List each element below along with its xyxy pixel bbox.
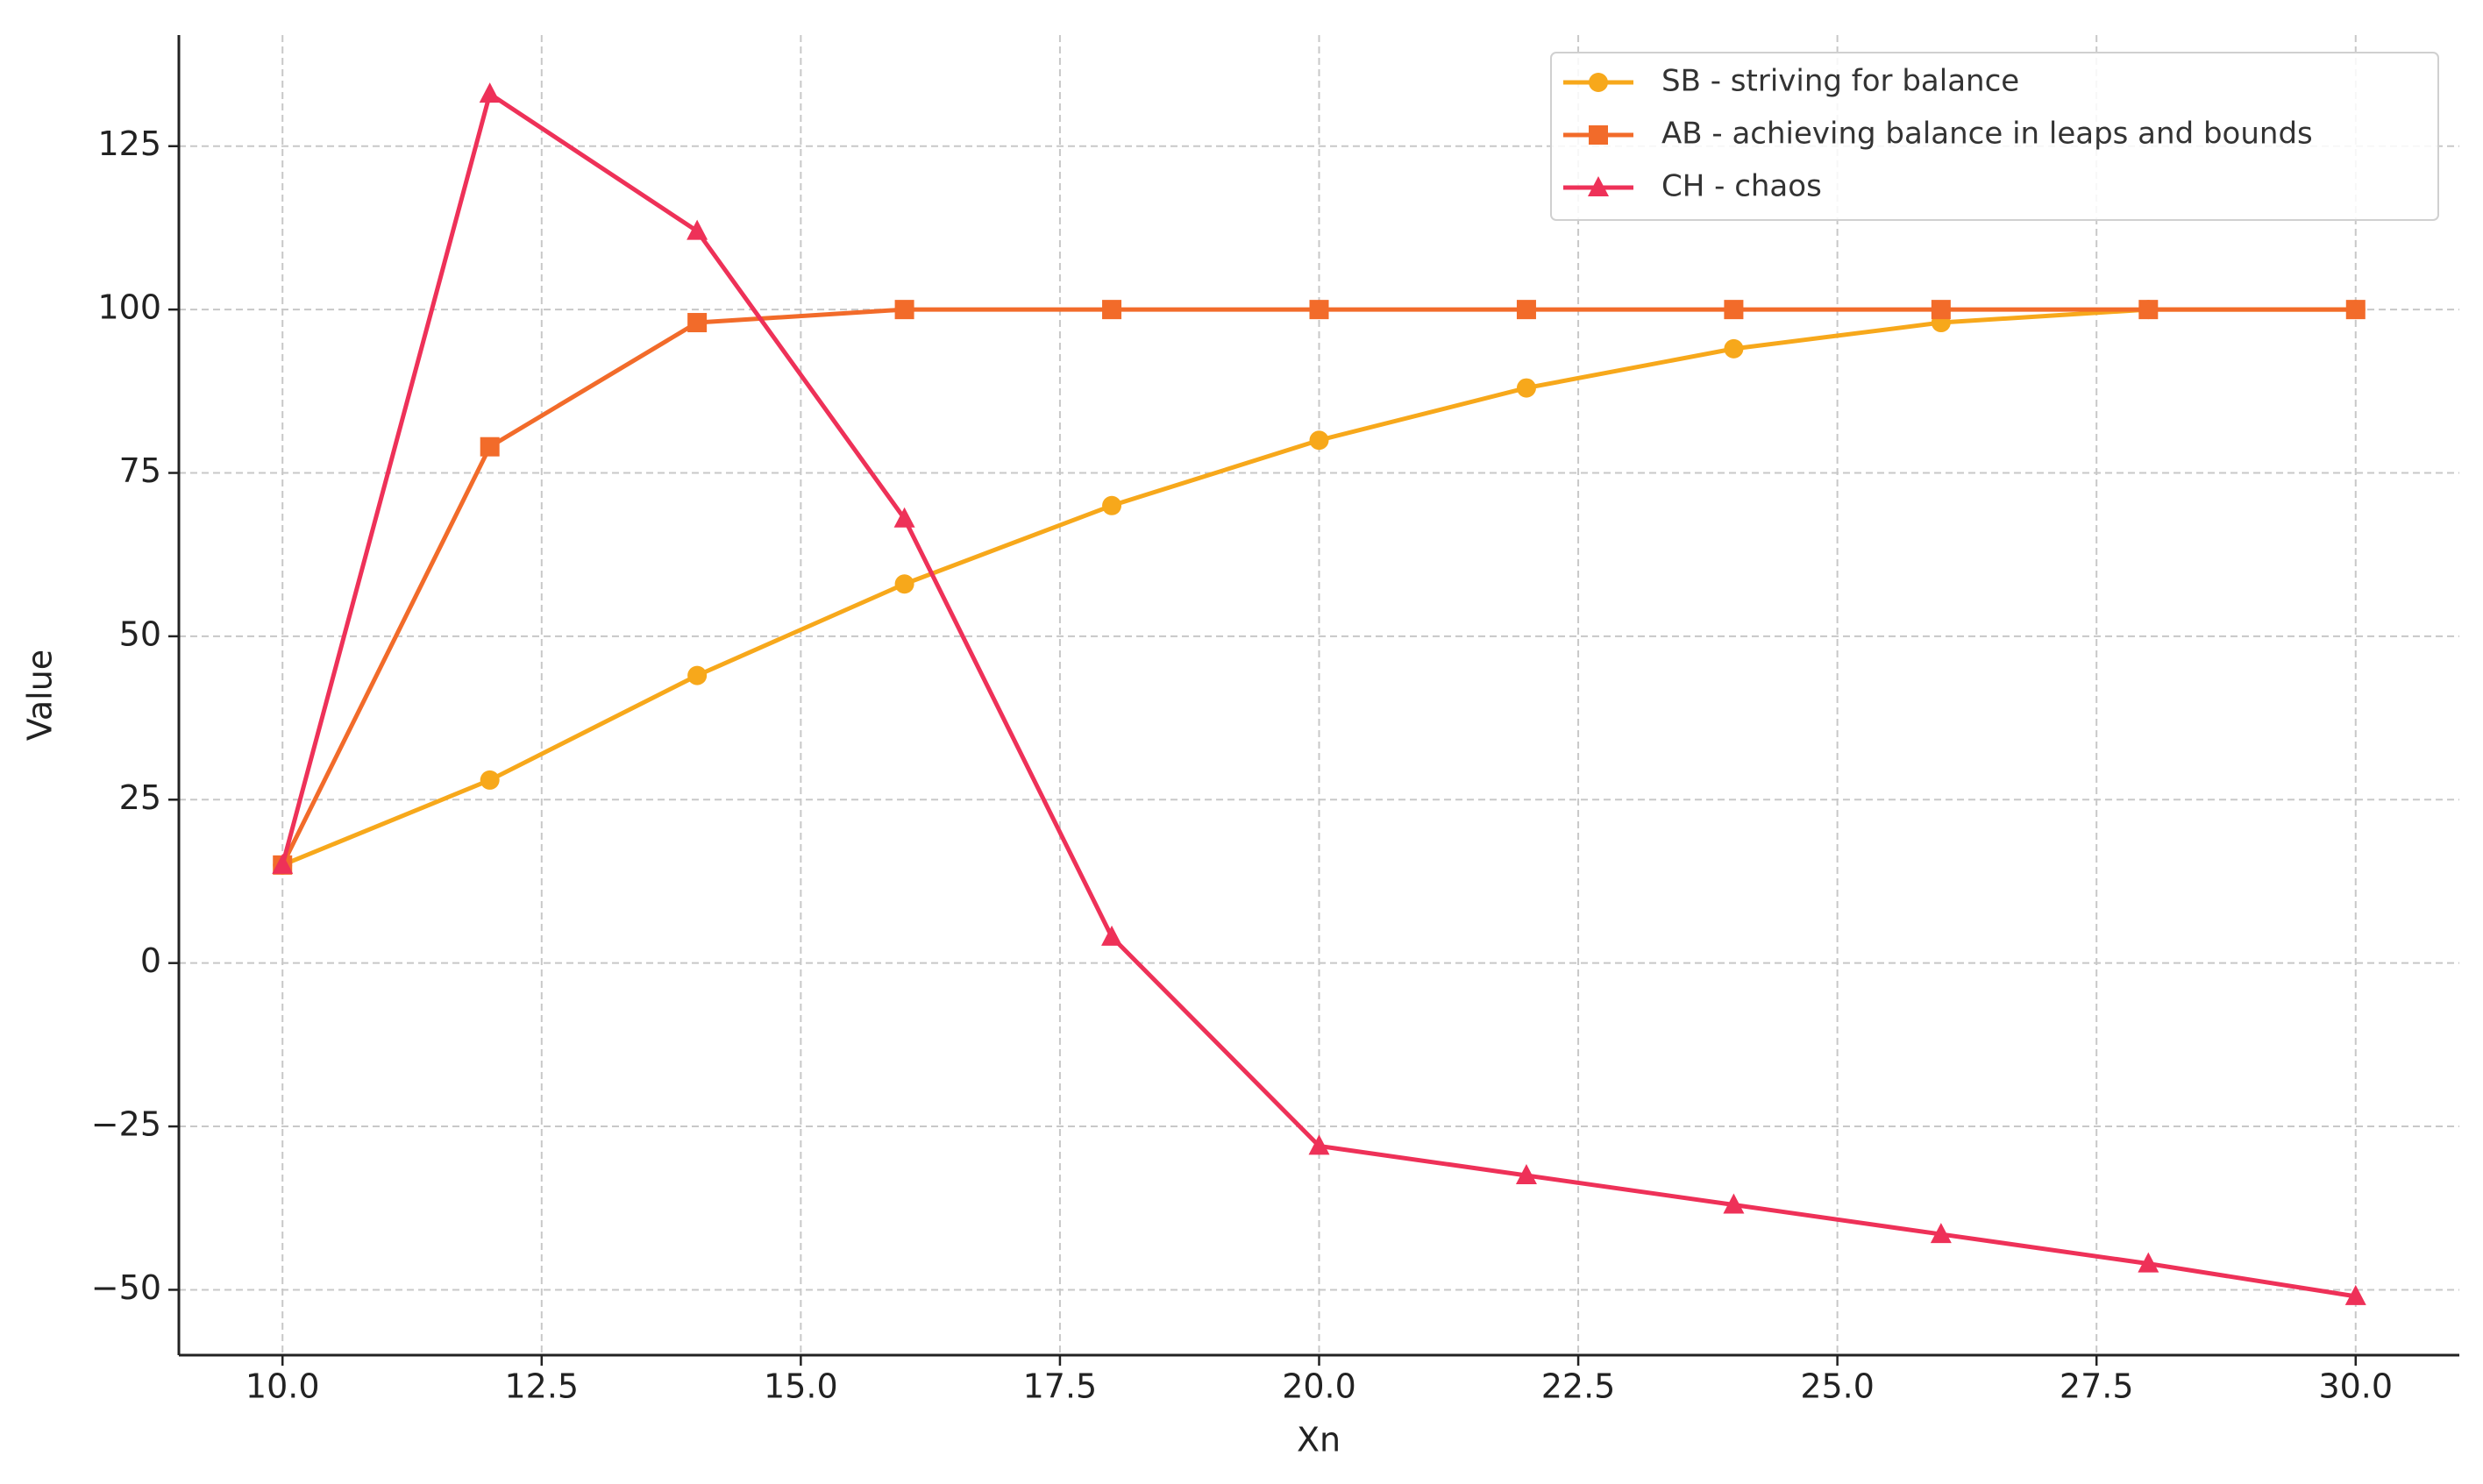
marker — [2344, 1284, 2366, 1305]
marker — [1931, 300, 1951, 320]
marker — [1589, 73, 1608, 92]
marker — [1309, 430, 1329, 451]
marker — [480, 437, 500, 457]
marker — [1588, 176, 1609, 196]
marker — [1102, 300, 1122, 320]
y-tick-label: −25 — [91, 1105, 161, 1144]
legend-box — [1550, 52, 2439, 221]
marker — [272, 853, 294, 874]
marker — [1101, 925, 1123, 946]
x-tick-label: 30.0 — [2318, 1367, 2393, 1406]
marker — [1516, 378, 1536, 398]
y-axis-label: Value — [21, 650, 60, 741]
marker — [1515, 1163, 1537, 1184]
marker — [687, 219, 708, 240]
marker — [1930, 1223, 1952, 1244]
y-tick-label: 75 — [119, 451, 161, 490]
marker — [2138, 300, 2159, 320]
marker — [480, 770, 500, 790]
marker — [1724, 338, 1744, 359]
x-tick-label: 12.5 — [504, 1367, 579, 1406]
marker — [1308, 1134, 1330, 1155]
marker — [1589, 125, 1608, 145]
marker — [894, 300, 914, 320]
marker — [479, 82, 501, 103]
marker — [687, 665, 708, 685]
marker — [1102, 495, 1122, 515]
legend: SB - striving for balance AB - achieving … — [1550, 52, 2439, 221]
marker — [1724, 300, 1744, 320]
marker — [2345, 300, 2366, 320]
x-axis-label: Xn — [1297, 1421, 1341, 1459]
x-tick-label: 10.0 — [245, 1367, 320, 1406]
y-tick-label: 125 — [97, 124, 161, 163]
x-tick-label: 22.5 — [1541, 1367, 1616, 1406]
legend-label: SB - striving for balance — [1661, 64, 2019, 99]
x-tick-label: 20.0 — [1282, 1367, 1356, 1406]
legend-label: AB - achieving balance in leaps and boun… — [1661, 117, 2313, 152]
y-tick-label: 0 — [140, 941, 161, 980]
marker — [1309, 300, 1329, 320]
x-tick-label: 25.0 — [1800, 1367, 1875, 1406]
legend-label: CH - chaos — [1661, 169, 1822, 204]
marker — [1723, 1193, 1745, 1214]
marker — [687, 313, 708, 333]
y-tick-label: 50 — [119, 614, 161, 653]
marker — [894, 574, 914, 594]
y-tick-label: 100 — [97, 288, 161, 327]
x-tick-label: 15.0 — [764, 1367, 838, 1406]
x-tick-label: 27.5 — [2060, 1367, 2134, 1406]
x-tick-label: 17.5 — [1023, 1367, 1098, 1406]
marker — [2138, 1252, 2159, 1273]
series-line — [280, 91, 2357, 1299]
marker — [893, 507, 915, 528]
y-tick-label: −50 — [91, 1268, 161, 1307]
y-tick-label: 25 — [119, 778, 161, 817]
marker — [1516, 300, 1536, 320]
